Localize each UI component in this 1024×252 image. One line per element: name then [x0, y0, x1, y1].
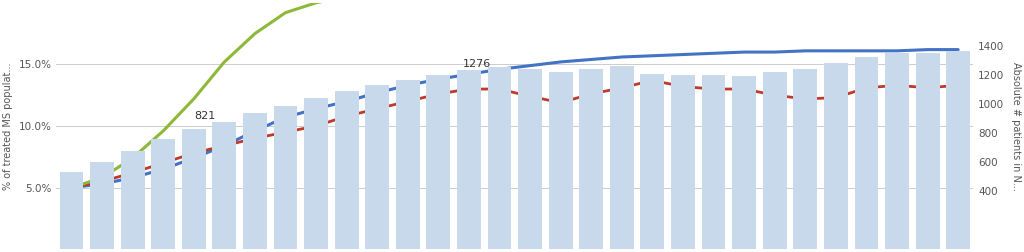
Bar: [212, 122, 237, 249]
Bar: [885, 53, 909, 249]
Bar: [152, 139, 175, 249]
Bar: [671, 75, 695, 249]
Bar: [580, 69, 603, 249]
Bar: [487, 67, 511, 249]
Bar: [732, 76, 756, 249]
Bar: [457, 70, 481, 249]
Bar: [182, 129, 206, 249]
Bar: [304, 99, 328, 249]
Bar: [640, 74, 665, 249]
Text: 821: 821: [194, 111, 215, 121]
Bar: [273, 106, 297, 249]
Bar: [946, 51, 970, 249]
Bar: [366, 85, 389, 249]
Bar: [763, 72, 786, 249]
Bar: [824, 63, 848, 249]
Bar: [396, 80, 420, 249]
Bar: [549, 72, 572, 249]
Bar: [794, 69, 817, 249]
Bar: [915, 53, 939, 249]
Y-axis label: Absolute # patients in N...: Absolute # patients in N...: [1012, 61, 1021, 191]
Bar: [59, 172, 83, 249]
Text: 1276: 1276: [463, 59, 492, 69]
Bar: [426, 75, 451, 249]
Bar: [518, 69, 542, 249]
Bar: [335, 91, 358, 249]
Bar: [90, 162, 114, 249]
Bar: [701, 75, 725, 249]
Bar: [121, 151, 144, 249]
Bar: [854, 57, 879, 249]
Bar: [610, 66, 634, 249]
Y-axis label: % of treated MS populat...: % of treated MS populat...: [3, 62, 12, 190]
Bar: [243, 113, 267, 249]
